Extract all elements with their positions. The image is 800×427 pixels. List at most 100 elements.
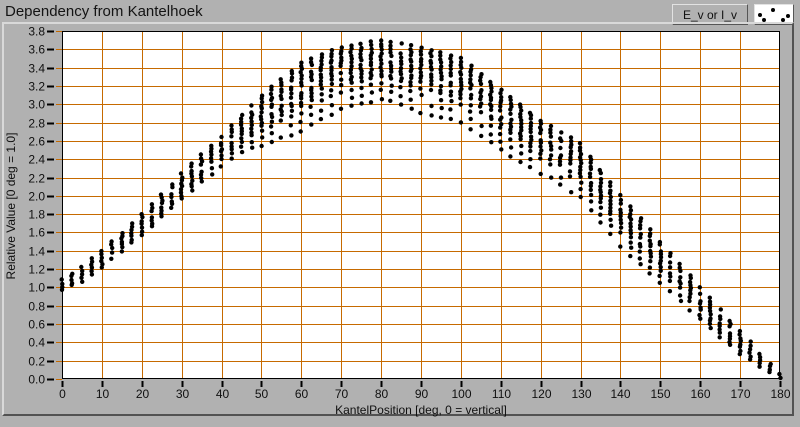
data-point [738, 338, 743, 343]
data-point [687, 295, 692, 300]
data-point [697, 301, 703, 306]
data-point [688, 291, 693, 296]
data-point [549, 147, 554, 152]
data-point [418, 110, 423, 116]
data-point [528, 144, 533, 149]
data-point [388, 50, 393, 55]
data-point [269, 114, 275, 120]
data-point [379, 68, 384, 74]
data-point [418, 79, 423, 84]
data-point [458, 96, 463, 101]
data-point [467, 109, 473, 114]
data-point [368, 62, 374, 68]
data-point [279, 96, 284, 102]
data-point [349, 80, 354, 85]
data-point [229, 140, 234, 146]
data-point [289, 91, 294, 96]
y-tick-label: 3.2 [28, 80, 45, 94]
data-point [538, 156, 543, 161]
data-point [708, 325, 713, 331]
legend-plot-name[interactable]: E_v or I_v [671, 4, 748, 25]
glyph-dot [771, 8, 775, 12]
data-point [169, 194, 174, 200]
data-point [618, 225, 624, 230]
data-point [697, 291, 703, 296]
y-tick-label: 0.8 [28, 300, 45, 314]
scatter-style-icon[interactable] [754, 4, 794, 25]
data-point [519, 121, 524, 126]
data-point [419, 62, 424, 68]
data-point [279, 112, 284, 118]
data-point [648, 259, 653, 264]
data-point [519, 118, 524, 123]
plot-frame [62, 31, 780, 379]
data-point [409, 106, 414, 111]
data-point [418, 70, 423, 75]
data-point [489, 104, 494, 109]
data-point [249, 115, 254, 121]
data-point [418, 86, 423, 91]
data-point [378, 87, 383, 93]
data-point [548, 143, 554, 149]
data-point [458, 92, 463, 97]
data-point [569, 190, 574, 195]
data-point [448, 89, 454, 94]
data-point [338, 51, 343, 56]
data-point [89, 272, 95, 277]
data-point [559, 130, 564, 135]
data-point [179, 178, 185, 183]
data-point [309, 77, 314, 83]
data-point [210, 172, 215, 177]
data-point [608, 205, 613, 210]
y-tick-label: 0.6 [28, 318, 45, 332]
data-point [359, 75, 364, 80]
y-tick-label: 2.2 [28, 172, 45, 186]
data-point [379, 61, 384, 66]
data-point [478, 74, 483, 80]
data-point [379, 81, 384, 86]
data-point [260, 135, 265, 140]
data-point [259, 117, 264, 122]
data-point [468, 73, 473, 78]
data-point [479, 133, 484, 139]
data-point [388, 47, 393, 52]
x-tick-label: 90 [415, 387, 429, 401]
data-point [668, 274, 673, 279]
data-point [618, 217, 623, 222]
data-point [288, 87, 294, 92]
data-point [538, 130, 543, 136]
data-point [250, 145, 255, 150]
data-point [757, 364, 762, 369]
data-point [179, 196, 184, 201]
data-point [289, 108, 295, 114]
data-point [189, 174, 195, 179]
data-point [637, 249, 642, 254]
data-point [677, 261, 682, 267]
data-point [737, 332, 742, 337]
x-tick-label: 140 [610, 387, 630, 401]
data-point [588, 183, 593, 189]
data-point [229, 123, 234, 128]
data-point [339, 82, 344, 88]
data-point [478, 81, 484, 87]
data-point [299, 60, 304, 65]
data-point [139, 232, 144, 238]
data-point [69, 282, 74, 288]
data-point [518, 136, 523, 142]
y-tick-label: 2.4 [28, 153, 45, 167]
data-point [707, 295, 712, 300]
data-point [209, 159, 214, 164]
data-point [109, 250, 115, 255]
data-point [727, 336, 733, 341]
data-point [448, 63, 453, 68]
data-point [429, 113, 434, 118]
plot-legend[interactable]: E_v or I_v [671, 4, 794, 25]
data-point [628, 208, 634, 213]
data-point [598, 177, 604, 182]
data-point [528, 113, 534, 118]
data-point [567, 169, 573, 174]
data-point [667, 278, 673, 284]
data-point [608, 211, 613, 216]
data-point [468, 116, 473, 122]
